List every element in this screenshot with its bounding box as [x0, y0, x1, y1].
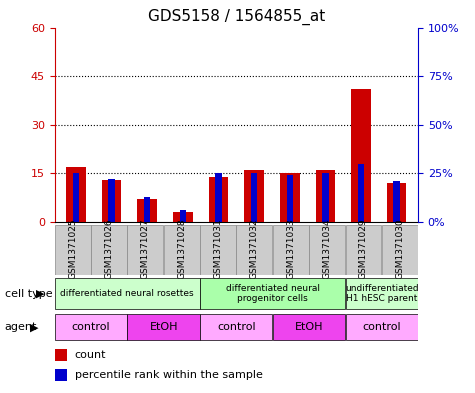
Text: differentiated neural
progenitor cells: differentiated neural progenitor cells [226, 284, 320, 303]
Text: count: count [75, 350, 106, 360]
Text: EtOH: EtOH [294, 322, 323, 332]
FancyBboxPatch shape [345, 314, 418, 340]
Text: GSM1371029: GSM1371029 [359, 218, 368, 279]
Bar [280, 173, 300, 222]
FancyBboxPatch shape [200, 278, 345, 309]
Bar [55, 349, 67, 361]
FancyBboxPatch shape [91, 224, 127, 275]
Text: GSM1371031: GSM1371031 [214, 218, 223, 279]
Bar [351, 89, 371, 222]
Text: undifferentiated
H1 hESC parent: undifferentiated H1 hESC parent [345, 284, 418, 303]
FancyBboxPatch shape [200, 224, 236, 275]
Bar [144, 197, 151, 222]
FancyBboxPatch shape [55, 314, 127, 340]
Bar [358, 163, 364, 222]
Text: cell type: cell type [5, 289, 52, 299]
FancyBboxPatch shape [200, 314, 273, 340]
Text: GSM1371025: GSM1371025 [68, 218, 77, 279]
Text: GSM1371026: GSM1371026 [104, 218, 114, 279]
Text: EtOH: EtOH [149, 322, 178, 332]
Text: control: control [72, 322, 110, 332]
Text: GSM1371033: GSM1371033 [286, 218, 295, 279]
Text: control: control [362, 322, 401, 332]
Bar [315, 170, 335, 222]
FancyBboxPatch shape [127, 314, 200, 340]
Text: ▶: ▶ [36, 289, 45, 299]
Text: differentiated neural rosettes: differentiated neural rosettes [60, 289, 194, 298]
FancyBboxPatch shape [55, 278, 200, 309]
Bar [55, 369, 67, 380]
Text: GSM1371028: GSM1371028 [177, 218, 186, 279]
Bar [322, 173, 329, 222]
Text: GSM1371030: GSM1371030 [395, 218, 404, 279]
Text: agent: agent [5, 322, 37, 332]
FancyBboxPatch shape [309, 224, 345, 275]
FancyBboxPatch shape [237, 224, 273, 275]
FancyBboxPatch shape [127, 224, 163, 275]
Text: GSM1371027: GSM1371027 [141, 218, 150, 279]
Text: control: control [217, 322, 256, 332]
Bar [215, 173, 222, 222]
Bar [173, 212, 193, 222]
Bar [251, 173, 257, 222]
Bar [137, 199, 157, 222]
FancyBboxPatch shape [273, 224, 309, 275]
Bar [387, 183, 407, 222]
Text: percentile rank within the sample: percentile rank within the sample [75, 369, 263, 380]
Title: GDS5158 / 1564855_at: GDS5158 / 1564855_at [148, 9, 325, 25]
Text: GSM1371034: GSM1371034 [323, 218, 332, 279]
Bar [286, 175, 293, 222]
Bar [209, 176, 228, 222]
FancyBboxPatch shape [345, 224, 381, 275]
Bar [108, 179, 115, 222]
Bar [102, 180, 122, 222]
Bar [244, 170, 264, 222]
FancyBboxPatch shape [382, 224, 418, 275]
FancyBboxPatch shape [164, 224, 200, 275]
Bar [393, 181, 400, 222]
FancyBboxPatch shape [273, 314, 345, 340]
Bar [180, 210, 186, 222]
Bar [73, 173, 79, 222]
FancyBboxPatch shape [345, 278, 418, 309]
Text: ▶: ▶ [30, 322, 38, 332]
Text: GSM1371032: GSM1371032 [250, 218, 259, 279]
Bar [66, 167, 86, 222]
FancyBboxPatch shape [55, 224, 91, 275]
